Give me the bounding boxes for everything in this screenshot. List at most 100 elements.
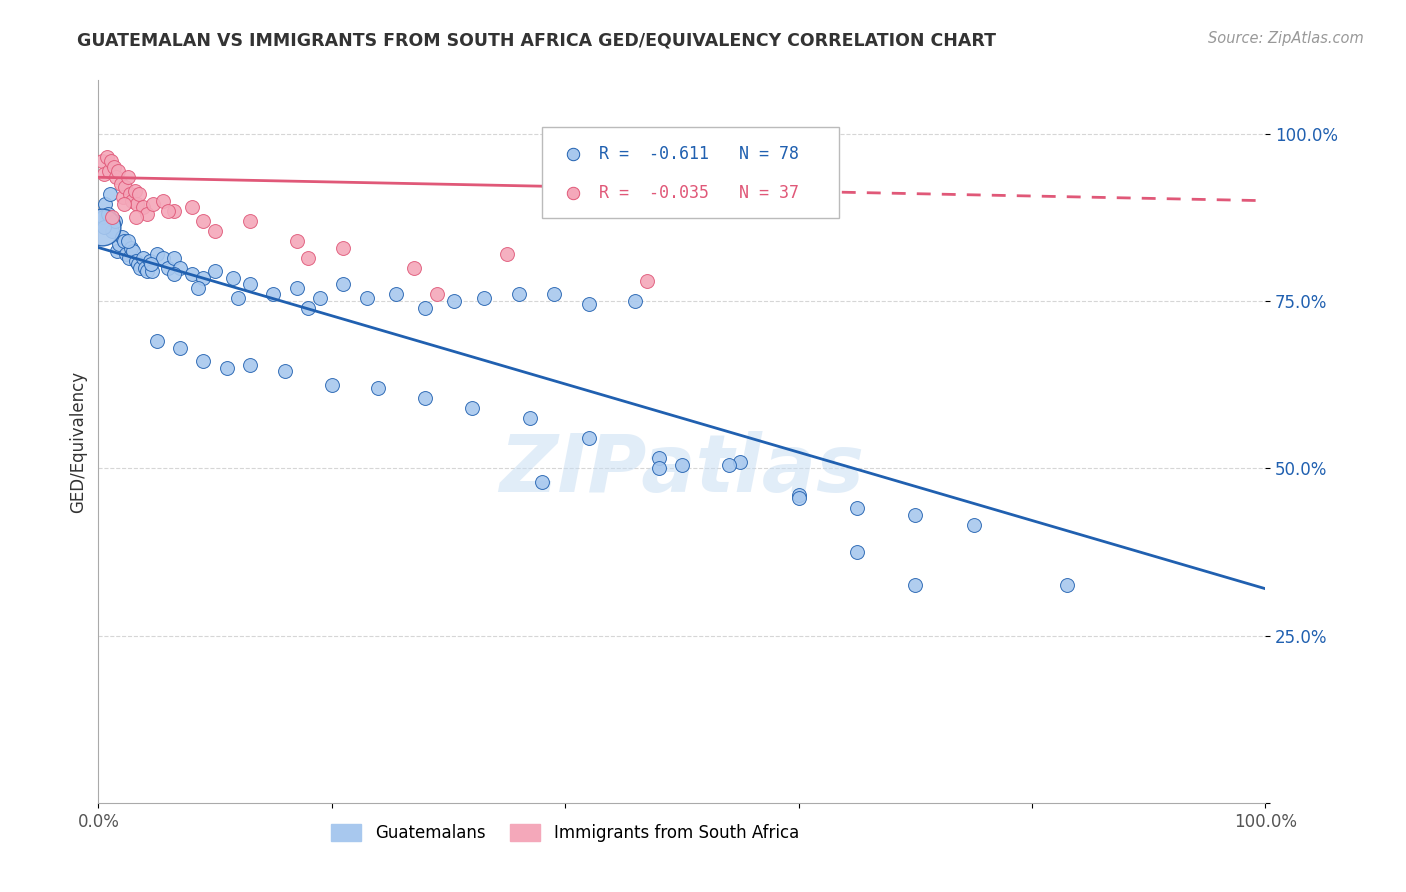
Point — [262, 287, 284, 301]
Point — [204, 264, 226, 278]
Point — [91, 211, 114, 225]
Point — [297, 301, 319, 315]
Point — [332, 241, 354, 255]
Point — [846, 501, 869, 516]
Point — [239, 214, 262, 228]
Point — [787, 488, 810, 502]
Point — [117, 234, 139, 248]
Text: Source: ZipAtlas.com: Source: ZipAtlas.com — [1208, 31, 1364, 46]
Point — [117, 170, 139, 185]
Point — [1056, 578, 1078, 592]
Point — [530, 475, 553, 489]
Point — [94, 197, 117, 211]
Point — [221, 270, 243, 285]
Point — [101, 211, 124, 225]
Point — [180, 268, 202, 282]
Point — [136, 207, 159, 221]
Point — [309, 291, 332, 305]
Point — [228, 291, 250, 305]
Point — [636, 274, 658, 288]
Point — [413, 301, 436, 315]
Point — [142, 197, 165, 211]
Point — [562, 195, 585, 210]
Point — [157, 260, 180, 275]
Point — [285, 281, 308, 295]
Point — [187, 281, 209, 295]
Point — [96, 150, 118, 164]
Point — [105, 244, 128, 258]
Point — [239, 358, 262, 372]
Point — [136, 264, 159, 278]
Point — [624, 294, 647, 309]
Point — [100, 153, 122, 168]
Point — [578, 297, 600, 311]
Point — [146, 247, 169, 261]
Point — [103, 161, 125, 175]
Point — [413, 391, 436, 405]
Point — [132, 201, 155, 215]
Point — [125, 254, 148, 268]
Point — [101, 224, 124, 238]
Point — [285, 234, 308, 248]
Point — [461, 401, 484, 416]
Point — [904, 578, 927, 592]
FancyBboxPatch shape — [541, 128, 839, 218]
Point — [129, 260, 152, 275]
Point — [121, 194, 143, 208]
Point — [519, 411, 541, 425]
Point — [111, 230, 134, 244]
Point — [97, 163, 120, 178]
Point — [215, 361, 238, 376]
Point — [118, 187, 141, 202]
Point — [163, 268, 186, 282]
Point — [356, 291, 378, 305]
Point — [93, 167, 115, 181]
Point — [332, 277, 354, 292]
Point — [124, 184, 146, 198]
Point — [239, 277, 262, 292]
Point — [134, 260, 156, 275]
Point — [104, 214, 127, 228]
Legend: Guatemalans, Immigrants from South Africa: Guatemalans, Immigrants from South Afric… — [325, 817, 806, 848]
Point — [118, 251, 141, 265]
Point — [543, 287, 565, 301]
Point — [472, 291, 495, 305]
Point — [152, 251, 174, 265]
Point — [98, 187, 121, 202]
Point — [141, 264, 163, 278]
Point — [962, 518, 984, 533]
Point — [274, 364, 297, 378]
Point — [647, 451, 669, 466]
Point — [146, 334, 169, 349]
Point — [169, 341, 191, 355]
Point — [402, 260, 425, 275]
Point — [508, 287, 530, 301]
Text: GUATEMALAN VS IMMIGRANTS FROM SOUTH AFRICA GED/EQUIVALENCY CORRELATION CHART: GUATEMALAN VS IMMIGRANTS FROM SOUTH AFRI… — [77, 31, 997, 49]
Point — [180, 201, 202, 215]
Point — [114, 180, 136, 194]
Point — [647, 461, 669, 475]
Point — [787, 491, 810, 506]
Point — [115, 247, 138, 261]
Point — [122, 244, 145, 258]
Point — [169, 260, 191, 275]
Point — [110, 177, 132, 191]
Point — [111, 190, 134, 204]
Point — [139, 257, 162, 271]
Point — [90, 153, 112, 168]
Point — [193, 214, 215, 228]
Text: R =  -0.611   N = 78: R = -0.611 N = 78 — [599, 145, 799, 163]
Point — [204, 224, 226, 238]
Point — [385, 287, 408, 301]
Point — [163, 251, 186, 265]
Point — [671, 458, 693, 472]
Point — [125, 211, 148, 225]
Point — [717, 458, 740, 472]
Point — [297, 251, 319, 265]
Point — [112, 234, 135, 248]
Point — [562, 231, 585, 245]
Point — [578, 431, 600, 445]
Point — [496, 247, 519, 261]
Point — [163, 203, 186, 218]
Point — [443, 294, 465, 309]
